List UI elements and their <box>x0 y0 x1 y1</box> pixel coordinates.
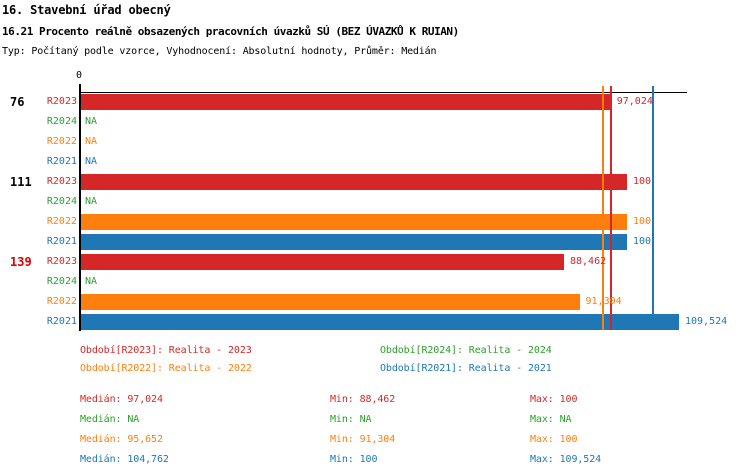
bar-R2021 <box>81 234 627 250</box>
bar-value-label: 100 <box>633 236 652 247</box>
row-label-R2022: R2022 <box>46 136 77 147</box>
min-stat-R2022: Min: 91,304 <box>330 434 396 445</box>
bar-R2023 <box>81 174 627 190</box>
page-title: 16. Stavební úřad obecný <box>2 3 171 17</box>
max-stat-R2022: Max: 100 <box>530 434 578 445</box>
median-line-R2021 <box>652 86 654 330</box>
bar-R2021 <box>81 314 679 330</box>
max-stat-R2023: Max: 100 <box>530 394 578 405</box>
x-axis-zero-tick-label: 0 <box>76 70 83 81</box>
group-label: 139 <box>10 255 32 269</box>
median-stat-R2023: Medián: 97,024 <box>80 394 163 405</box>
row-label-R2024: R2024 <box>46 196 77 207</box>
plot-top-border-line <box>81 92 687 93</box>
min-stat-R2023: Min: 88,462 <box>330 394 396 405</box>
bar-value-label: 109,524 <box>685 316 728 327</box>
row-label-R2023: R2023 <box>46 96 77 107</box>
row-label-R2023: R2023 <box>46 176 77 187</box>
bar-R2022 <box>81 294 580 310</box>
chart-subtitle: Typ: Počítaný podle vzorce, Vyhodnocení:… <box>2 46 437 57</box>
bar-R2022 <box>81 214 627 230</box>
legend-item-R2023: Období[R2023]: Realita - 2023 <box>80 345 252 356</box>
bar-value-label: NA <box>85 276 98 287</box>
row-label-R2022: R2022 <box>46 216 77 227</box>
legend-item-R2021: Období[R2021]: Realita - 2021 <box>380 363 552 374</box>
median-stat-R2022: Medián: 95,652 <box>80 434 163 445</box>
group-label: 76 <box>10 95 25 109</box>
y-axis-zero-line <box>79 84 81 331</box>
legend-item-R2022: Období[R2022]: Realita - 2022 <box>80 363 252 374</box>
bar-value-label: NA <box>85 116 98 127</box>
row-label-R2021: R2021 <box>46 156 77 167</box>
bar-value-label: 97,024 <box>616 96 653 107</box>
median-line-R2022 <box>602 86 605 330</box>
bar-value-label: NA <box>85 196 98 207</box>
bar-value-label: 100 <box>633 216 652 227</box>
median-stat-R2024: Medián: NA <box>80 414 140 425</box>
max-stat-R2021: Max: 109,524 <box>530 454 602 465</box>
row-label-R2024: R2024 <box>46 116 77 127</box>
min-stat-R2021: Min: 100 <box>330 454 378 465</box>
row-label-R2021: R2021 <box>46 236 77 247</box>
group-label: 111 <box>10 175 32 189</box>
bar-value-label: 100 <box>633 176 652 187</box>
median-stat-R2021: Medián: 104,762 <box>80 454 169 465</box>
row-label-R2023: R2023 <box>46 256 77 267</box>
row-label-R2021: R2021 <box>46 316 77 327</box>
min-stat-R2024: Min: NA <box>330 414 372 425</box>
bar-value-label: 91,304 <box>585 296 622 307</box>
median-line-R2023 <box>609 86 612 330</box>
bar-value-label: NA <box>85 136 98 147</box>
legend-item-R2024: Období[R2024]: Realita - 2024 <box>380 345 552 356</box>
bar-value-label: 88,462 <box>570 256 607 267</box>
bar-R2023 <box>81 254 564 270</box>
row-label-R2022: R2022 <box>46 296 77 307</box>
max-stat-R2024: Max: NA <box>530 414 572 425</box>
bar-value-label: NA <box>85 156 98 167</box>
row-label-R2024: R2024 <box>46 276 77 287</box>
bar-R2023 <box>81 94 611 110</box>
chart-title: 16.21 Procento reálně obsazených pracovn… <box>2 25 459 38</box>
